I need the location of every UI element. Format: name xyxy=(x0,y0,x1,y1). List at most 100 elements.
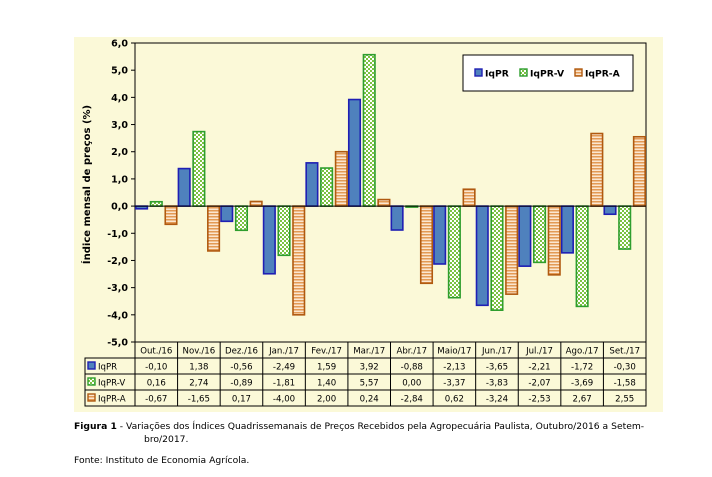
x-tick-label: Nov./16 xyxy=(183,347,216,357)
data-label: -0,89 xyxy=(230,379,252,389)
bar-iqpr-v-6 xyxy=(362,53,376,207)
table-series-name: IqPR xyxy=(98,363,117,373)
data-label: -1,58 xyxy=(614,379,636,389)
source-note: Fonte: Instituto de Economia Agrícola. xyxy=(74,455,250,466)
x-tick-label: Maio/17 xyxy=(437,347,471,357)
bar-iqpr-v-4 xyxy=(277,205,291,257)
legend-label-iqpr: IqPR xyxy=(485,69,509,80)
data-label: 0,00 xyxy=(402,379,421,389)
data-label: -2,21 xyxy=(528,363,550,373)
caption-text-line1: - Variações dos Índices Quadrissemanais … xyxy=(116,421,645,432)
y-tick-label: -5,0 xyxy=(107,338,128,349)
bar-iqpr-a-1 xyxy=(164,205,178,226)
data-label: -2,53 xyxy=(528,395,550,405)
data-label: -1,72 xyxy=(571,363,593,373)
data-label: -0,88 xyxy=(401,363,423,373)
y-tick-label: 6,0 xyxy=(111,39,128,50)
data-label: 0,17 xyxy=(232,395,251,405)
data-label: -2,07 xyxy=(528,379,550,389)
data-label: 0,62 xyxy=(445,395,464,405)
caption-text-line2: bro/2017. xyxy=(144,434,189,445)
legend-label-iqpr-a: IqPR-A xyxy=(585,69,621,80)
data-label: -3,65 xyxy=(486,363,508,373)
y-tick-label: 1,0 xyxy=(111,174,128,185)
legend-key-iqpr xyxy=(474,68,483,77)
data-label: -2,84 xyxy=(401,395,423,405)
data-label: -0,30 xyxy=(614,363,636,373)
x-tick-label: Set./17 xyxy=(609,347,640,357)
data-label: -3,83 xyxy=(486,379,508,389)
bar-iqpr-8 xyxy=(433,205,447,265)
data-label: 2,67 xyxy=(573,395,592,405)
y-tick-label: 5,0 xyxy=(111,66,128,77)
bar-iqpr-4 xyxy=(262,205,276,275)
x-tick-label: Jan./17 xyxy=(268,347,299,357)
y-tick-label: 0,0 xyxy=(111,202,128,213)
data-label: 2,74 xyxy=(189,379,208,389)
figure-caption: Figura 1 - Variações dos Índices Quadris… xyxy=(74,420,674,446)
legend-key-iqpr-a xyxy=(574,68,583,77)
bar-iqpr-a-11 xyxy=(590,132,604,207)
data-label: 1,40 xyxy=(317,379,336,389)
bar-iqpr-a-3 xyxy=(249,200,263,207)
data-label: -2,13 xyxy=(443,363,465,373)
bar-iqpr-v-12 xyxy=(618,205,632,250)
data-label: 3,92 xyxy=(360,363,379,373)
x-tick-label: Out./16 xyxy=(140,347,172,357)
bar-iqpr-v-2 xyxy=(192,130,206,207)
y-tick-label: 4,0 xyxy=(111,93,128,104)
legend-box xyxy=(462,54,634,92)
table-legend-key xyxy=(87,361,96,370)
x-tick-label: Ago./17 xyxy=(566,347,599,357)
bar-iqpr-12 xyxy=(603,205,617,216)
y-tick-label: 3,0 xyxy=(111,120,128,131)
table-series-name: IqPR-A xyxy=(98,395,126,405)
legend-label-iqpr-v: IqPR-V xyxy=(530,69,565,80)
y-tick-label: -3,0 xyxy=(107,283,128,294)
y-tick-label: -4,0 xyxy=(107,310,128,321)
bar-iqpr-9 xyxy=(475,205,489,307)
bar-iqpr-10 xyxy=(518,205,532,267)
table-series-name: IqPR-V xyxy=(98,379,125,389)
bar-iqpr-a-2 xyxy=(207,205,221,252)
y-tick-label: 2,0 xyxy=(111,147,128,158)
bar-iqpr-7 xyxy=(390,205,404,231)
data-label: 2,55 xyxy=(615,395,634,405)
bar-iqpr-11 xyxy=(560,205,574,254)
data-label: 0,24 xyxy=(360,395,379,405)
data-label: -0,67 xyxy=(145,395,167,405)
x-tick-label: Jul./17 xyxy=(525,347,553,357)
data-label: 1,38 xyxy=(189,363,208,373)
data-label: -1,65 xyxy=(188,395,210,405)
data-label: 5,57 xyxy=(360,379,379,389)
data-label: -2,49 xyxy=(273,363,295,373)
x-tick-label: Jun./17 xyxy=(481,347,512,357)
data-label: -3,24 xyxy=(486,395,508,405)
table-legend-key xyxy=(87,393,96,402)
data-label: -4,00 xyxy=(273,395,295,405)
bar-iqpr-5 xyxy=(305,162,319,207)
bar-iqpr-a-9 xyxy=(505,205,519,295)
bar-iqpr-6 xyxy=(347,98,362,207)
bar-iqpr-v-9 xyxy=(490,205,504,311)
table-legend-key xyxy=(87,377,96,386)
bar-iqpr-v-5 xyxy=(320,167,334,207)
data-label: 1,59 xyxy=(317,363,336,373)
bar-iqpr-a-12 xyxy=(632,135,646,207)
data-label: 2,00 xyxy=(317,395,336,405)
data-label: -3,37 xyxy=(443,379,465,389)
data-label: -0,10 xyxy=(145,363,167,373)
data-label: -1,81 xyxy=(273,379,295,389)
x-tick-label: Dez./16 xyxy=(225,347,258,357)
y-tick-label: -1,0 xyxy=(107,229,128,240)
caption-label: Figura 1 xyxy=(74,421,117,432)
bar-iqpr-2 xyxy=(177,167,191,207)
bar-iqpr-a-10 xyxy=(547,205,561,276)
y-axis-label: Índice mensal de preços (%) xyxy=(80,105,93,264)
bar-iqpr-a-4 xyxy=(292,205,306,316)
bar-iqpr-v-10 xyxy=(532,205,547,264)
bar-iqpr-v-3 xyxy=(234,205,249,232)
legend-key-iqpr-v xyxy=(519,68,528,77)
x-tick-label: Abr./17 xyxy=(396,347,427,357)
bar-iqpr-v-1 xyxy=(149,200,163,207)
